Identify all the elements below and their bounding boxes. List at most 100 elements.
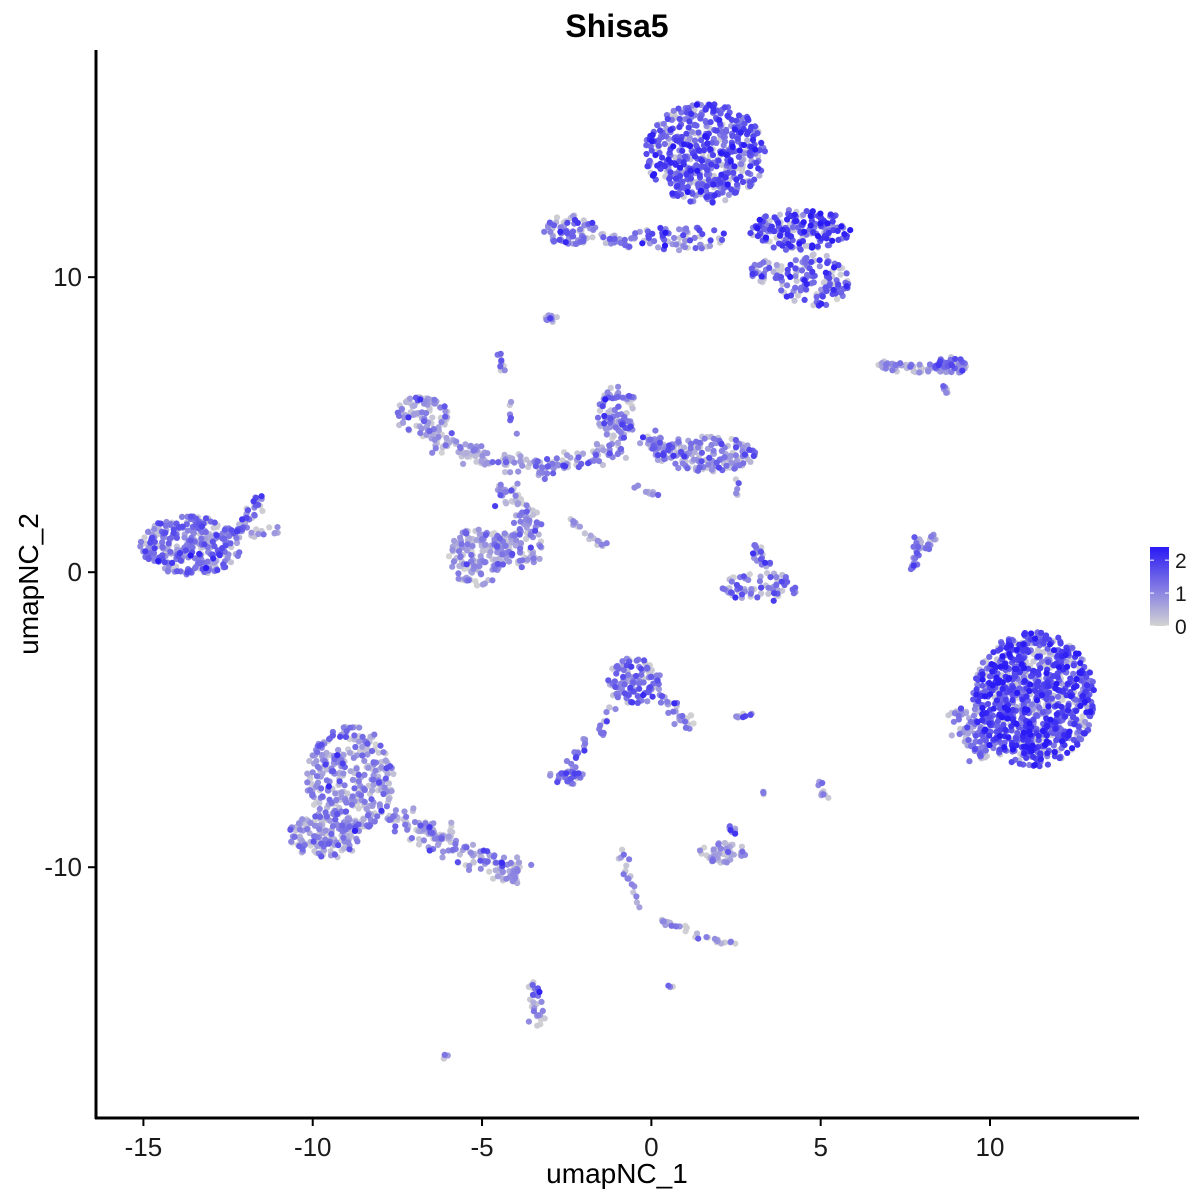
data-point <box>691 234 698 241</box>
data-point <box>911 534 918 541</box>
data-point <box>801 228 808 235</box>
data-point <box>990 649 997 656</box>
data-point <box>465 577 472 584</box>
data-point <box>227 559 235 566</box>
data-point <box>443 434 450 442</box>
data-point <box>346 749 353 756</box>
data-point <box>787 243 794 250</box>
data-point <box>703 183 710 190</box>
data-point <box>682 724 690 731</box>
data-point <box>527 544 534 551</box>
data-point <box>734 181 741 188</box>
data-point <box>782 246 790 253</box>
data-point <box>585 460 592 467</box>
data-point <box>818 300 825 307</box>
data-point <box>227 540 234 547</box>
data-point <box>979 705 986 712</box>
data-point <box>543 470 551 477</box>
data-point <box>705 176 712 183</box>
data-point <box>883 361 890 368</box>
data-point <box>176 550 183 557</box>
data-point <box>340 770 347 777</box>
data-point <box>719 585 726 592</box>
data-point <box>626 243 633 250</box>
data-point <box>477 865 484 872</box>
data-point <box>477 857 484 864</box>
data-point <box>579 450 587 457</box>
data-point <box>1039 727 1046 735</box>
data-point <box>553 214 561 221</box>
data-point <box>1045 703 1052 710</box>
data-point <box>841 231 848 238</box>
data-point <box>342 808 350 815</box>
data-point <box>695 935 702 942</box>
data-point <box>754 233 762 240</box>
data-point <box>1076 669 1083 676</box>
data-point <box>514 867 521 875</box>
y-tick-label: 0 <box>68 557 82 587</box>
data-point <box>457 553 464 560</box>
data-point <box>662 229 669 236</box>
data-point <box>431 396 438 403</box>
data-point <box>361 771 368 779</box>
data-point <box>620 851 627 858</box>
data-point <box>955 712 962 720</box>
data-point <box>589 219 596 226</box>
data-point <box>697 115 704 122</box>
data-point <box>989 682 996 689</box>
data-point <box>667 169 674 176</box>
data-point <box>147 550 154 557</box>
data-point <box>525 1018 533 1025</box>
data-point <box>935 362 942 369</box>
data-point <box>463 561 470 568</box>
data-point <box>611 235 618 242</box>
data-point <box>538 521 545 528</box>
data-point <box>456 851 463 858</box>
data-point <box>728 589 735 596</box>
data-point <box>628 881 635 888</box>
data-point <box>1086 669 1093 676</box>
data-point <box>558 770 565 777</box>
data-point <box>481 580 488 587</box>
data-point <box>226 533 233 540</box>
data-point <box>766 264 773 271</box>
data-point <box>370 776 377 783</box>
data-point <box>809 268 816 275</box>
data-point <box>476 562 483 570</box>
data-point <box>455 548 463 555</box>
data-point <box>809 252 816 259</box>
data-point <box>622 454 630 461</box>
data-point <box>649 693 656 700</box>
data-point <box>480 847 487 854</box>
data-point <box>808 244 816 251</box>
data-point <box>669 190 676 197</box>
data-point <box>696 464 703 471</box>
data-point <box>601 412 608 420</box>
data-point <box>492 867 499 874</box>
data-point <box>490 875 497 882</box>
data-point <box>698 245 705 252</box>
data-point <box>537 543 544 550</box>
data-point <box>801 277 808 284</box>
data-point <box>979 659 987 666</box>
data-point <box>1014 689 1021 697</box>
data-point <box>633 899 641 906</box>
data-point <box>291 833 298 841</box>
data-point <box>610 432 617 439</box>
data-point <box>965 730 972 737</box>
data-point <box>570 518 577 525</box>
data-point <box>351 785 358 792</box>
data-point <box>648 673 655 681</box>
data-point <box>981 693 989 700</box>
data-point <box>691 137 699 144</box>
data-point <box>687 142 694 150</box>
data-point <box>287 826 294 833</box>
data-point <box>988 661 995 668</box>
data-point <box>1087 708 1094 716</box>
data-point <box>767 574 774 581</box>
data-point <box>617 429 624 436</box>
data-point <box>670 452 677 459</box>
data-point <box>328 830 335 838</box>
data-point <box>716 116 723 124</box>
data-point <box>972 732 979 739</box>
